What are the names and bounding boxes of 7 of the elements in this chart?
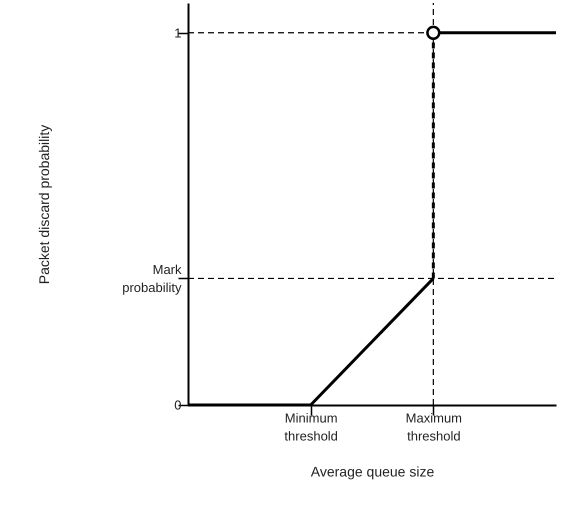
x-tick-label: Minimum threshold [284, 410, 338, 444]
y-tick-label: 0 [174, 398, 182, 412]
x-tick-label: Maximum threshold [406, 410, 462, 444]
y-tick-label: 1 [174, 25, 182, 40]
x-axis-title: Average queue size [310, 464, 434, 480]
y-axis-title: Packet discard probability [36, 124, 52, 284]
y-tick-label: Mark probability [122, 262, 182, 295]
